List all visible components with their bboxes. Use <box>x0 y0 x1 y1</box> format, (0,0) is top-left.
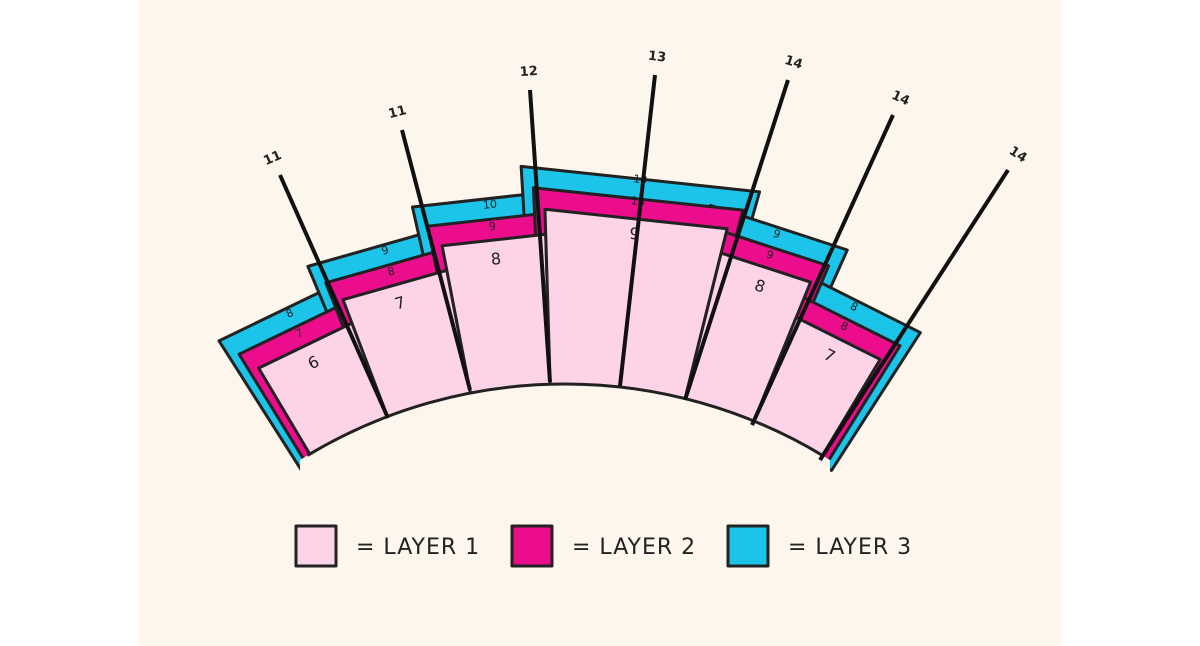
stick-label: 13 <box>647 49 667 66</box>
stick <box>750 114 895 426</box>
stick <box>683 79 790 401</box>
stick <box>278 174 390 419</box>
stick-label: 14 <box>889 88 912 109</box>
stick <box>528 89 552 383</box>
layer-2-label: 9 <box>765 248 776 263</box>
legend-swatch <box>510 524 554 568</box>
stick-label: 14 <box>783 53 805 73</box>
layer-1-label: 7 <box>393 292 408 313</box>
layer-3-label: 8 <box>284 306 296 321</box>
stick-label: 11 <box>387 103 408 122</box>
layer-3-label: 9 <box>380 243 390 257</box>
stick-label: 12 <box>519 64 538 80</box>
legend-label: = LAYER 1 <box>356 535 480 560</box>
stick <box>400 129 472 391</box>
base-fill <box>300 384 830 646</box>
layer-2-label: 7 <box>293 326 305 341</box>
layer-2-label: 8 <box>386 264 396 278</box>
layer-3-label: 9 <box>771 227 782 242</box>
legend-label: = LAYER 2 <box>572 535 696 560</box>
legend: = LAYER 1 = LAYER 2 = LAYER 3 <box>294 524 912 568</box>
stick <box>818 168 1010 462</box>
stick <box>618 74 657 387</box>
layer-3-label: 10 <box>482 197 497 211</box>
legend-swatch <box>294 524 338 568</box>
layer-2-label: 9 <box>488 220 496 234</box>
layer-1-label: 8 <box>490 249 502 269</box>
stick-label: 11 <box>261 148 284 169</box>
legend-swatch <box>726 524 770 568</box>
legend-label: = LAYER 3 <box>788 535 912 560</box>
